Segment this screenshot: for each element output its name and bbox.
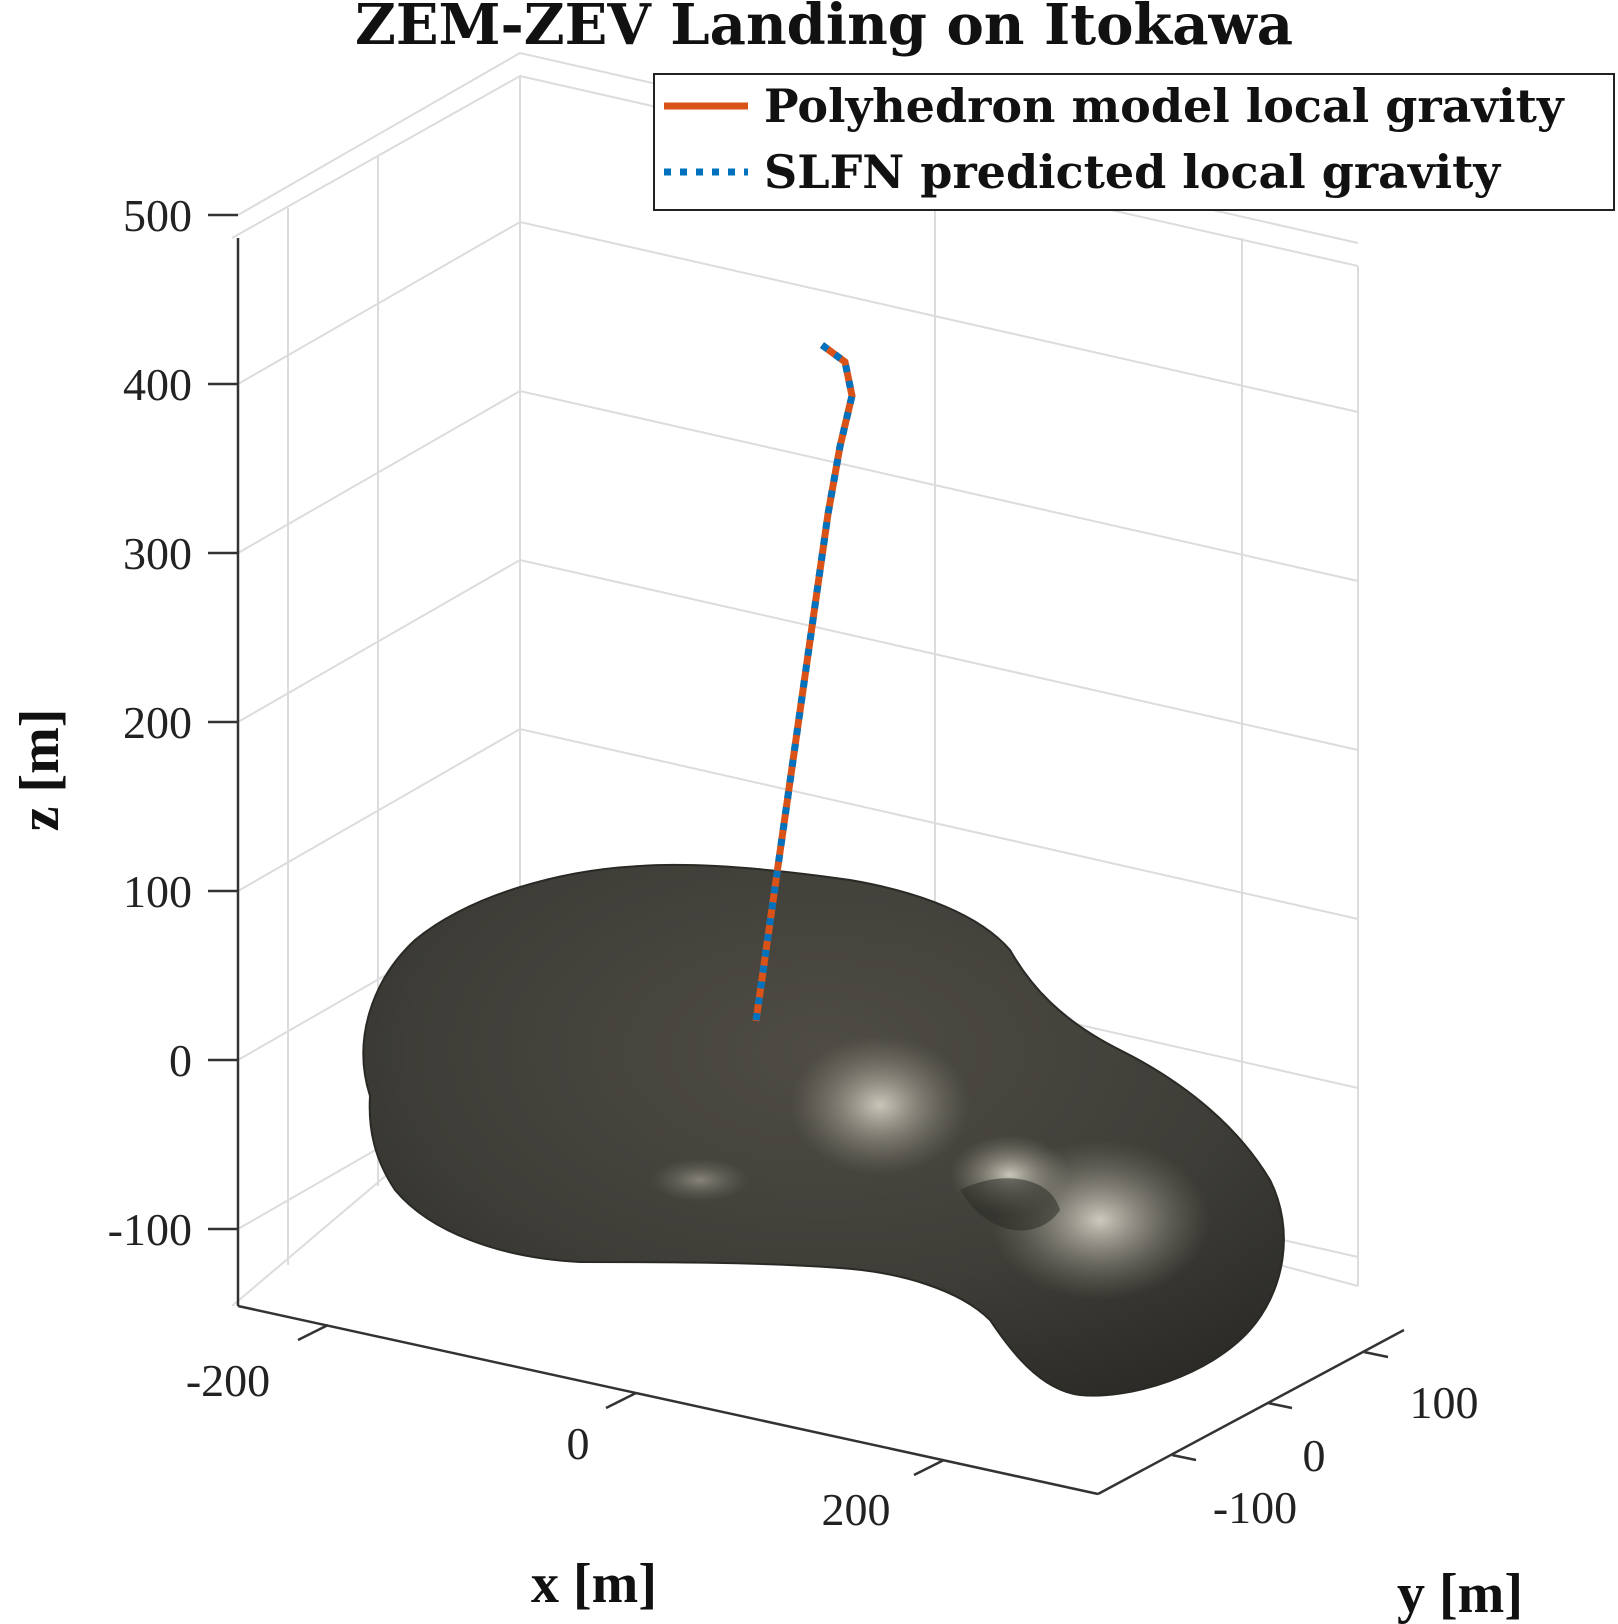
chart-title: ZEM-ZEV Landing on Itokawa	[355, 0, 1293, 58]
y-tick-label: -100	[1213, 1482, 1297, 1533]
x-axis-label: x [m]	[531, 1553, 657, 1615]
y-tick-labels: -100 0 100	[1213, 1377, 1479, 1533]
axes-lines	[236, 238, 1405, 1496]
x-tick-label: -200	[186, 1355, 270, 1406]
z-grid-line	[237, 220, 1359, 413]
y-tick-label: 100	[1410, 1377, 1479, 1428]
z-grid-line	[237, 727, 1359, 920]
itokawa-surface	[362, 863, 1285, 1397]
legend: Polyhedron model local gravity SLFN pred…	[653, 73, 1615, 211]
x-tick-label: 0	[567, 1418, 590, 1469]
z-tick-label: 100	[123, 866, 192, 917]
series-group	[752, 342, 856, 1022]
y-tick-label: 0	[1303, 1430, 1326, 1481]
z-tick-label: -100	[108, 1204, 192, 1255]
x-tick-label: 200	[822, 1484, 891, 1535]
z-tick-label: 500	[123, 190, 192, 241]
z-tick-marks	[208, 213, 238, 1231]
z-grid-line	[237, 389, 1359, 582]
legend-label-polyhedron: Polyhedron model local gravity	[764, 79, 1565, 133]
y-axis-label: y [m]	[1397, 1563, 1523, 1624]
legend-label-slfn: SLFN predicted local gravity	[764, 145, 1501, 199]
legend-box	[653, 73, 1615, 211]
z-tick-label: 0	[169, 1035, 192, 1086]
z-tick-label: 400	[123, 359, 192, 410]
z-grid-line	[237, 558, 1359, 751]
z-tick-label: 300	[123, 528, 192, 579]
z-tick-label: 200	[123, 697, 192, 748]
x-tick-marks	[297, 1323, 945, 1477]
series-line-slfn	[752, 342, 856, 1022]
y-tick-marks	[1171, 1350, 1389, 1462]
z-axis-label: z [m]	[9, 709, 71, 832]
z-tick-labels: 500 400 300 200 100 0 -100	[108, 190, 192, 1255]
x-tick-labels: -200 0 200	[186, 1355, 891, 1535]
